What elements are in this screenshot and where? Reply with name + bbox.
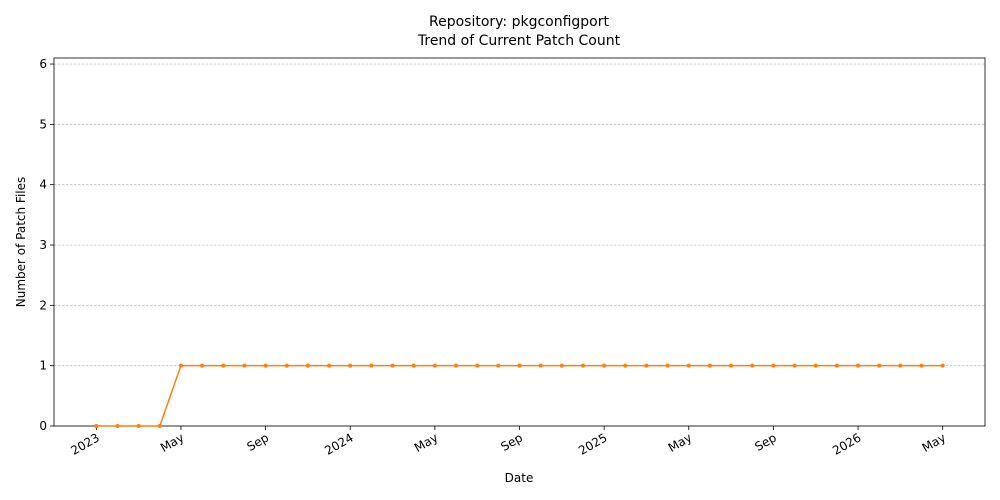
- data-point: [602, 363, 607, 368]
- data-point: [284, 363, 289, 368]
- y-tick-label: 1: [39, 359, 47, 373]
- x-tick-label: Sep: [498, 430, 525, 453]
- x-tick-label: May: [158, 430, 186, 455]
- data-point: [496, 363, 501, 368]
- data-point: [411, 363, 416, 368]
- data-point: [348, 363, 353, 368]
- data-point: [200, 363, 205, 368]
- y-tick-label: 5: [39, 117, 47, 131]
- x-tick-label: May: [666, 430, 694, 455]
- data-point: [750, 363, 755, 368]
- y-tick-label: 6: [39, 57, 47, 71]
- data-point: [792, 363, 797, 368]
- data-point: [580, 363, 585, 368]
- data-point: [940, 363, 945, 368]
- data-point: [327, 363, 332, 368]
- data-point: [221, 363, 226, 368]
- x-tick-label: May: [920, 430, 948, 455]
- x-axis-label: Date: [505, 471, 534, 485]
- x-tick-label: 2025: [576, 430, 609, 457]
- data-point: [898, 363, 903, 368]
- data-point: [856, 363, 861, 368]
- data-point: [136, 424, 141, 428]
- y-tick-label: 3: [39, 238, 47, 252]
- chart-subtitle: Trend of Current Patch Count: [417, 33, 621, 49]
- x-tick-label: May: [412, 430, 440, 455]
- data-point: [644, 363, 649, 368]
- x-tick-label: 2026: [830, 430, 863, 457]
- data-point: [686, 363, 691, 368]
- data-point: [517, 363, 522, 368]
- data-point: [242, 363, 247, 368]
- data-point: [157, 424, 162, 428]
- data-point: [877, 363, 882, 368]
- data-point: [263, 363, 268, 368]
- data-point: [115, 424, 120, 428]
- y-tick-label: 0: [39, 419, 47, 433]
- data-point: [305, 363, 310, 368]
- y-tick-label: 2: [39, 298, 47, 312]
- data-line: [96, 364, 943, 427]
- x-tick-label: Sep: [244, 430, 271, 453]
- data-point: [432, 363, 437, 368]
- data-point: [919, 363, 924, 368]
- y-tick-label: 4: [39, 178, 47, 192]
- x-tick-label: 2023: [68, 430, 101, 457]
- data-point: [369, 363, 374, 368]
- chart-title: Repository: pkgconfigport: [429, 14, 610, 30]
- data-point: [729, 363, 734, 368]
- data-point: [771, 363, 776, 368]
- data-point: [813, 363, 818, 368]
- data-point: [834, 363, 839, 368]
- data-point: [454, 363, 459, 368]
- data-point: [538, 363, 543, 368]
- data-point: [707, 363, 712, 368]
- x-tick-label: 2024: [322, 430, 355, 457]
- data-point: [665, 363, 670, 368]
- y-axis-label: Number of Patch Files: [14, 177, 28, 308]
- data-point: [390, 363, 395, 368]
- plot-frame: [53, 57, 986, 427]
- data-point: [623, 363, 628, 368]
- x-tick-label: Sep: [752, 430, 779, 453]
- data-point: [178, 363, 183, 368]
- data-point: [94, 424, 99, 428]
- data-point: [559, 363, 564, 368]
- data-point: [475, 363, 480, 368]
